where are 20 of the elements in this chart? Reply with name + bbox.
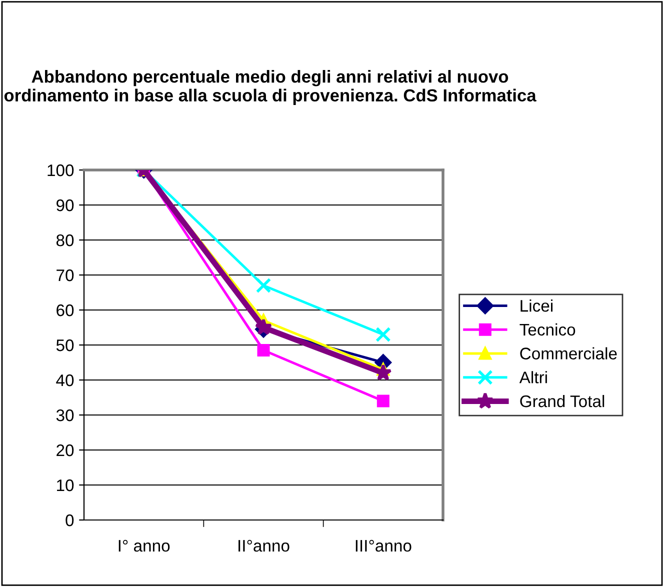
legend-label: Commerciale (520, 347, 617, 360)
y-tick-label: 70 (56, 269, 74, 282)
x-tick-label: III°anno (356, 540, 412, 552)
y-tick-label: 100 (48, 164, 74, 176)
y-tick-label: 80 (56, 234, 74, 246)
y-tick-label: 20 (56, 444, 74, 456)
y-tick-label: 90 (56, 199, 74, 212)
legend-label: Licei (520, 299, 552, 312)
chart-title: Abbandono percentuale medio degli anni relativi al nuovo ordinamento in base alla scuola di provenienza. CdS Informatica (4, 70, 536, 105)
y-tick-label: 60 (56, 304, 74, 316)
y-tick-label: 50 (56, 339, 74, 352)
x-tick-label: II°anno (238, 540, 290, 552)
legend-label: Altri (519, 371, 547, 384)
legend-label: Grand Total (520, 394, 604, 408)
x-tick-label: I° anno (118, 540, 170, 552)
y-tick-label: 40 (56, 374, 74, 386)
y-tick-label: 10 (57, 479, 74, 492)
y-tick-label: 30 (56, 409, 74, 422)
legend-label: Tecnico (520, 323, 576, 336)
y-tick-label: 0 (66, 514, 74, 526)
